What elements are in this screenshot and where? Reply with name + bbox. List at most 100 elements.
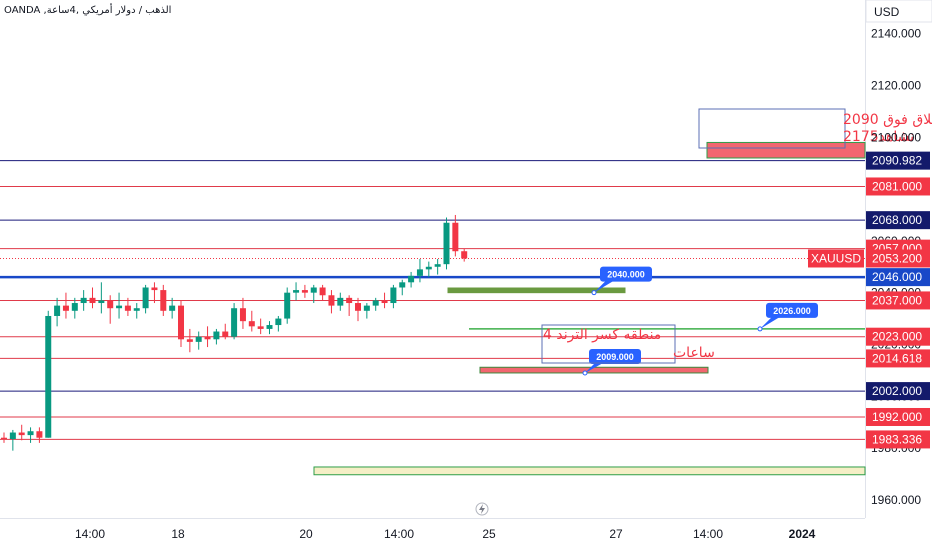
price-badge-bg	[866, 349, 930, 368]
price-badge-label: 1983.336	[872, 432, 922, 446]
price-badge-bg	[866, 268, 930, 287]
candle	[248, 310, 255, 332]
candle	[399, 279, 406, 296]
candle-body	[204, 336, 211, 340]
candle	[27, 427, 34, 443]
candle-body	[222, 331, 229, 337]
candle	[266, 321, 273, 335]
price-badge-label: 2053.200	[872, 251, 922, 265]
candle	[222, 323, 229, 340]
candle-body	[319, 287, 326, 296]
candle	[239, 297, 246, 329]
price-badge: 1983.336	[866, 430, 930, 449]
zone-rect	[706, 141, 866, 159]
x-tick-label: 20	[299, 527, 313, 541]
currency-box[interactable]	[865, 0, 932, 23]
price-badges: 2090.9822081.0002068.0002057.0002046.000…	[808, 151, 930, 449]
annotation-line-2: ساعات	[673, 345, 715, 361]
price-badge: 1992.000	[866, 407, 930, 426]
y-tick-label: 2100.000	[871, 130, 921, 144]
candle-body	[434, 264, 441, 267]
callout-anchor	[591, 290, 597, 296]
candle	[195, 331, 202, 350]
candle	[54, 297, 61, 327]
price-badge-label: 2081.000	[872, 179, 922, 193]
candle-body	[346, 297, 353, 304]
candle-body	[18, 432, 25, 436]
zone-rect	[447, 287, 626, 294]
candle-body	[213, 331, 220, 340]
price-badge: 2081.000	[866, 177, 930, 196]
candle-body	[186, 339, 193, 342]
candle-body	[1, 437, 7, 440]
candle-body	[169, 305, 176, 311]
symbol-tag: XAUUSD	[808, 249, 864, 268]
candle-body	[45, 315, 52, 438]
candle-body	[133, 308, 140, 311]
candle-body	[160, 290, 167, 311]
y-tick-label: 1960.000	[871, 493, 921, 507]
price-badge-bg	[866, 211, 930, 230]
candle	[133, 303, 140, 319]
price-badge-label: 2014.618	[872, 351, 922, 365]
candle	[71, 297, 78, 319]
candle-body	[266, 325, 273, 329]
candle	[178, 300, 184, 348]
price-badge: 2090.982	[866, 151, 930, 170]
candle	[434, 259, 441, 275]
callout-box	[600, 266, 652, 282]
candle	[107, 295, 114, 324]
callout-box	[766, 302, 818, 318]
candle-body	[452, 222, 459, 252]
candle-body	[80, 297, 87, 304]
price-badge-bg	[866, 291, 930, 310]
x-tick-label: 2024	[789, 527, 816, 541]
candle	[425, 261, 432, 278]
candle-body	[89, 297, 96, 304]
callout-pointer	[760, 316, 780, 329]
candle	[213, 328, 220, 345]
price-badge-label: 2046.000	[872, 270, 922, 284]
price-badge-label: 2068.000	[872, 213, 922, 227]
candle-body	[399, 282, 406, 288]
candle	[408, 271, 415, 288]
x-tick-label: 18	[171, 527, 185, 541]
candle	[337, 292, 344, 311]
currency-label: USD	[874, 5, 900, 19]
candle-body	[328, 295, 335, 306]
candles	[1, 214, 468, 451]
annotation-line-2: نشاهد2175	[843, 129, 914, 145]
candle	[416, 259, 423, 283]
price-badge: 2002.000	[866, 382, 930, 401]
lightning-icon[interactable]	[475, 502, 489, 516]
candle	[1, 432, 7, 443]
price-badge-label: 1992.000	[872, 410, 922, 424]
annotation-box	[541, 324, 676, 364]
candle	[142, 284, 149, 314]
candle	[204, 326, 211, 348]
callout-anchor	[582, 370, 588, 376]
annotation-line-1: منطقه كسر الترند 4	[543, 327, 661, 343]
candle	[293, 282, 300, 301]
price-badge-bg	[866, 407, 930, 426]
price-badge: 2046.000	[866, 268, 930, 287]
price-badge-bg	[866, 249, 930, 268]
x-axis-ticks: 14:00 18 20 14:00 25 27 14:00 2024	[75, 527, 816, 541]
candle	[372, 297, 379, 311]
candle-body	[257, 326, 264, 329]
candle-body	[107, 300, 114, 309]
candle	[390, 284, 397, 309]
zone-rect	[479, 366, 709, 374]
callout-box	[589, 348, 641, 364]
price-badge-label: 2023.000	[872, 330, 922, 344]
price-badge-bg	[866, 177, 930, 196]
symbol-tag-bg	[808, 249, 864, 268]
price-badge-bg	[866, 430, 930, 449]
candle-body	[231, 308, 238, 337]
zones	[313, 141, 866, 476]
candle-body	[337, 297, 344, 306]
x-tick-label: 27	[609, 527, 623, 541]
price-badge: 2068.000	[866, 211, 930, 230]
